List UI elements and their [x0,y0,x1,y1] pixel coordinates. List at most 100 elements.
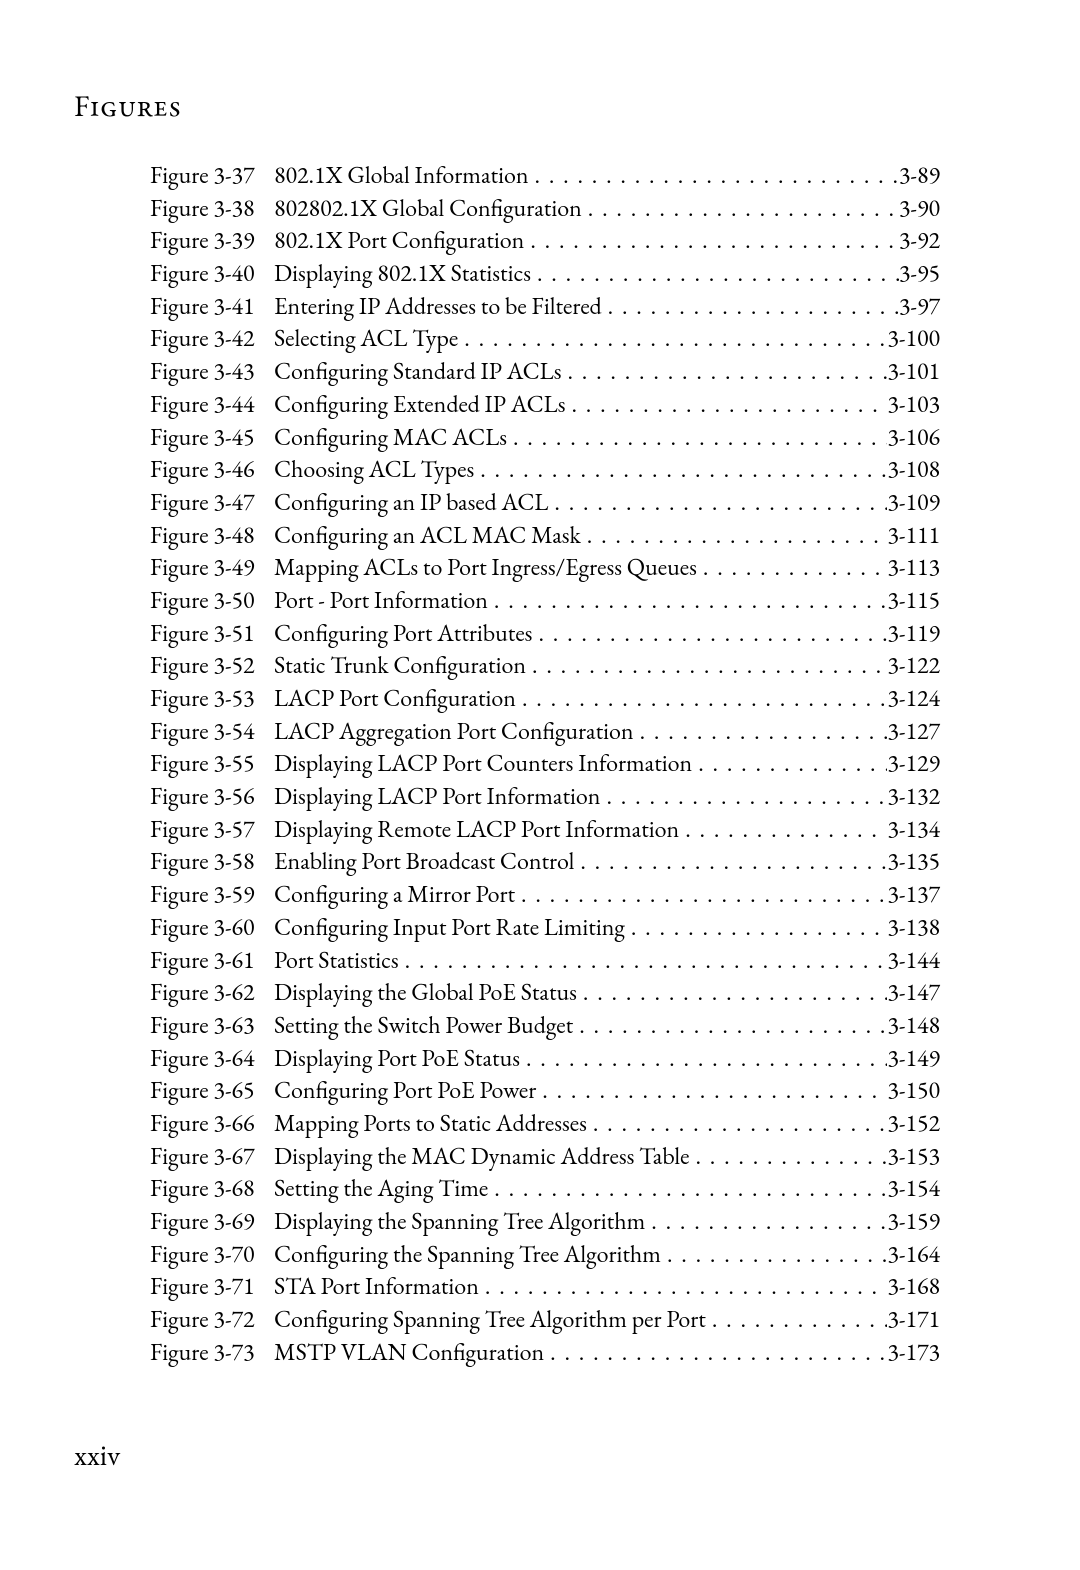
figure-title: Configuring Port PoE Power [274,1075,536,1106]
figure-title: Configuring Standard IP ACLs [274,356,561,387]
figure-pageref: 3-127 [887,716,940,747]
figure-title: Selecting ACL Type [274,323,458,354]
dot-leader [706,1304,888,1335]
figure-entry: Figure 3-55Displaying LACP Port Counters… [150,748,940,781]
figure-entry: Figure 3-47Configuring an IP based ACL3-… [150,487,940,520]
figure-title: Displaying 802.1X Statistics [274,258,531,289]
dot-leader [479,1271,887,1302]
figure-title: Configuring a Mirror Port [274,879,515,910]
dot-leader [645,1206,887,1237]
dot-leader [544,1337,887,1368]
figure-title: 802.1X Port Configuration [274,225,524,256]
figure-label: Figure 3-49 [150,552,274,583]
figure-entry: Figure 3-50Port - Port Information3-115 [150,585,940,618]
figure-pageref: 3-138 [887,912,940,943]
figure-label: Figure 3-73 [150,1337,274,1368]
dot-leader [488,585,887,616]
dot-leader [515,879,887,910]
figure-label: Figure 3-41 [150,291,274,322]
dot-leader [692,748,887,779]
figure-label: Figure 3-62 [150,977,274,1008]
dot-leader [399,945,888,976]
figure-pageref: 3-89 [899,160,940,191]
figure-entry: Figure 3-70Configuring the Spanning Tree… [150,1239,940,1272]
figure-title: Displaying Remote LACP Port Information [274,814,679,845]
figure-entry: Figure 3-61Port Statistics3-144 [150,945,940,978]
figure-title: Static Trunk Configuration [274,650,526,681]
figure-title: Setting the Switch Power Budget [274,1010,573,1041]
figure-pageref: 3-100 [887,323,940,354]
figure-title: Displaying the Spanning Tree Algorithm [274,1206,645,1237]
figure-title: Configuring Spanning Tree Algorithm per … [274,1304,706,1335]
figure-label: Figure 3-54 [150,716,274,747]
figure-label: Figure 3-66 [150,1108,274,1139]
figure-entry: Figure 3-56Displaying LACP Port Informat… [150,781,940,814]
figure-label: Figure 3-65 [150,1075,274,1106]
dot-leader [661,1239,887,1270]
figure-title: Entering IP Addresses to be Filtered [274,291,602,322]
figure-title: Port - Port Information [274,585,488,616]
figure-entry: Figure 3-44Configuring Extended IP ACLs 3… [150,389,940,422]
figure-pageref: 3-90 [899,193,940,224]
figure-label: Figure 3-72 [150,1304,274,1335]
figure-label: Figure 3-68 [150,1173,274,1204]
figure-label: Figure 3-59 [150,879,274,910]
figure-pageref: 3-134 [887,814,940,845]
figure-title: Displaying the MAC Dynamic Address Table [274,1141,689,1172]
dot-leader [526,650,887,681]
figure-entry: Figure 3-73MSTP VLAN Configuration3-173 [150,1337,940,1370]
figure-pageref: 3-103 [887,389,940,420]
figure-pageref: 3-111 [887,520,940,551]
figure-entry: Figure 3-64Displaying Port PoE Status3-1… [150,1043,940,1076]
dot-leader [565,389,887,420]
figure-title: Configuring Port Attributes [274,618,532,649]
figure-label: Figure 3-56 [150,781,274,812]
figure-pageref: 3-119 [887,618,940,649]
figure-entry: Figure 3-72Configuring Spanning Tree Alg… [150,1304,940,1337]
figure-pageref: 3-108 [887,454,940,485]
figure-label: Figure 3-71 [150,1271,274,1302]
dot-leader [581,520,888,551]
dot-leader [602,291,899,322]
dot-leader [474,454,887,485]
figure-label: Figure 3-55 [150,748,274,779]
figure-entry: Figure 3-62Displaying the Global PoE Sta… [150,977,940,1010]
dot-leader [524,225,899,256]
figure-label: Figure 3-43 [150,356,274,387]
figure-entry: Figure 3-49Mapping ACLs to Port Ingress/… [150,552,940,585]
figure-entry: Figure 3-58Enabling Port Broadcast Contr… [150,846,940,879]
figure-pageref: 3-164 [887,1239,940,1270]
figure-pageref: 3-135 [887,846,940,877]
dot-leader [573,1010,887,1041]
figure-entry: Figure 3-51Configuring Port Attributes3-… [150,618,940,651]
figure-label: Figure 3-58 [150,846,274,877]
figure-entry: Figure 3-65Configuring Port PoE Power3-1… [150,1075,940,1108]
figure-entry: Figure 3-63Setting the Switch Power Budg… [150,1010,940,1043]
dot-leader [516,683,887,714]
dot-leader [577,977,887,1008]
figure-label: Figure 3-61 [150,945,274,976]
figure-label: Figure 3-45 [150,422,274,453]
figure-pageref: 3-152 [887,1108,940,1139]
figure-label: Figure 3-64 [150,1043,274,1074]
figure-pageref: 3-132 [887,781,940,812]
figure-pageref: 3-109 [887,487,940,518]
figure-title: LACP Port Configuration [274,683,516,714]
figure-label: Figure 3-52 [150,650,274,681]
dot-leader [488,1173,887,1204]
figure-entry: Figure 3-38802802.1X Global Configuratio… [150,193,940,226]
figure-label: Figure 3-37 [150,160,274,191]
figure-title: Choosing ACL Types [274,454,474,485]
dot-leader [634,716,888,747]
figure-label: Figure 3-44 [150,389,274,420]
dot-leader [689,1141,887,1172]
dot-leader [561,356,887,387]
figure-label: Figure 3-46 [150,454,274,485]
figure-entry: Figure 3-66Mapping Ports to Static Addre… [150,1108,940,1141]
figure-pageref: 3-168 [887,1271,940,1302]
dot-leader [587,1108,888,1139]
figure-title: Configuring Extended IP ACLs [274,389,565,420]
figure-label: Figure 3-53 [150,683,274,714]
figure-entry: Figure 3-54LACP Aggregation Port Configu… [150,716,940,749]
dot-leader [531,258,899,289]
